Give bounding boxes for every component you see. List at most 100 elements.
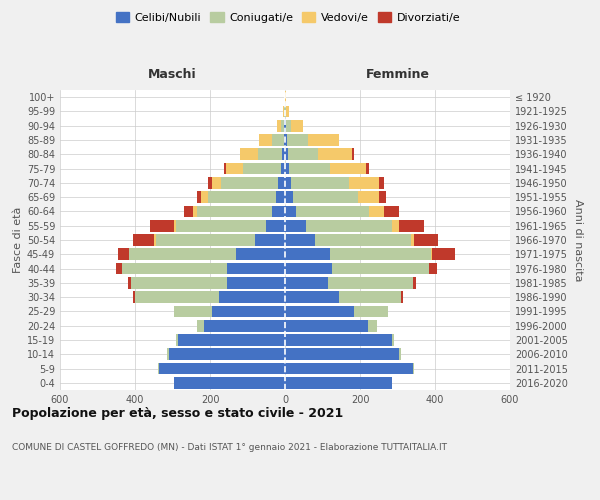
Bar	[155, 234, 255, 246]
Y-axis label: Anni di nascita: Anni di nascita	[573, 198, 583, 281]
Bar	[275, 192, 285, 203]
Bar	[285, 120, 286, 132]
Bar	[413, 277, 416, 288]
Bar	[131, 277, 227, 288]
Bar	[318, 148, 352, 160]
Bar	[133, 234, 154, 246]
Bar	[285, 277, 328, 288]
Bar	[433, 248, 455, 260]
Bar	[367, 320, 377, 332]
Bar	[315, 234, 410, 246]
Y-axis label: Fasce di età: Fasce di età	[13, 207, 23, 273]
Bar	[221, 177, 277, 188]
Bar	[208, 177, 212, 188]
Bar	[281, 120, 284, 132]
Bar	[285, 306, 355, 318]
Bar	[358, 192, 379, 203]
Bar	[392, 220, 400, 232]
Bar	[296, 206, 370, 218]
Text: Popolazione per età, sesso e stato civile - 2021: Popolazione per età, sesso e stato civil…	[12, 408, 343, 420]
Bar	[283, 106, 284, 118]
Bar	[413, 362, 415, 374]
Bar	[292, 120, 302, 132]
Bar	[160, 362, 285, 374]
Bar	[400, 220, 424, 232]
Bar	[178, 334, 285, 346]
Bar	[355, 306, 388, 318]
Bar	[277, 120, 281, 132]
Bar	[285, 320, 367, 332]
Bar	[285, 262, 332, 274]
Text: Femmine: Femmine	[365, 68, 430, 82]
Bar	[293, 192, 358, 203]
Bar	[392, 334, 394, 346]
Bar	[255, 234, 285, 246]
Legend: Celibi/Nubili, Coniugati/e, Vedovi/e, Divorziati/e: Celibi/Nubili, Coniugati/e, Vedovi/e, Di…	[112, 8, 464, 28]
Bar	[352, 148, 353, 160]
Bar	[236, 248, 285, 260]
Bar	[410, 234, 413, 246]
Bar	[193, 206, 197, 218]
Bar	[224, 162, 226, 174]
Bar	[349, 177, 379, 188]
Bar	[285, 162, 289, 174]
Bar	[130, 248, 236, 260]
Bar	[284, 106, 285, 118]
Bar	[154, 234, 155, 246]
Bar	[243, 162, 281, 174]
Bar	[176, 334, 178, 346]
Bar	[285, 134, 287, 146]
Bar	[285, 362, 413, 374]
Bar	[200, 192, 208, 203]
Bar	[370, 206, 385, 218]
Bar	[285, 248, 330, 260]
Bar	[431, 248, 433, 260]
Bar	[308, 134, 340, 146]
Text: COMUNE DI CASTEL GOFFREDO (MN) - Dati ISTAT 1° gennaio 2021 - Elaborazione TUTTA: COMUNE DI CASTEL GOFFREDO (MN) - Dati IS…	[12, 442, 447, 452]
Bar	[175, 377, 285, 388]
Bar	[197, 320, 205, 332]
Bar	[330, 248, 431, 260]
Bar	[379, 192, 386, 203]
Bar	[286, 120, 292, 132]
Bar	[116, 262, 122, 274]
Bar	[288, 148, 318, 160]
Bar	[290, 177, 349, 188]
Bar	[285, 206, 296, 218]
Bar	[305, 220, 392, 232]
Bar	[184, 206, 193, 218]
Bar	[413, 234, 438, 246]
Bar	[332, 262, 430, 274]
Bar	[157, 362, 160, 374]
Bar	[385, 206, 400, 218]
Bar	[227, 277, 285, 288]
Bar	[197, 206, 272, 218]
Bar	[118, 248, 130, 260]
Bar	[208, 192, 275, 203]
Bar	[285, 106, 286, 118]
Bar	[227, 262, 285, 274]
Bar	[220, 292, 285, 303]
Bar	[281, 162, 285, 174]
Bar	[197, 192, 200, 203]
Bar	[257, 148, 282, 160]
Bar	[286, 106, 289, 118]
Bar	[226, 162, 243, 174]
Bar	[205, 320, 285, 332]
Bar	[239, 148, 257, 160]
Bar	[272, 134, 284, 146]
Bar	[284, 120, 285, 132]
Bar	[330, 162, 365, 174]
Bar	[266, 220, 285, 232]
Bar	[285, 334, 392, 346]
Bar	[285, 92, 286, 103]
Bar	[150, 220, 175, 232]
Bar	[285, 377, 392, 388]
Bar	[175, 306, 212, 318]
Bar	[272, 206, 285, 218]
Bar	[401, 292, 403, 303]
Bar	[365, 162, 370, 174]
Bar	[135, 292, 220, 303]
Text: Maschi: Maschi	[148, 68, 197, 82]
Bar	[285, 148, 288, 160]
